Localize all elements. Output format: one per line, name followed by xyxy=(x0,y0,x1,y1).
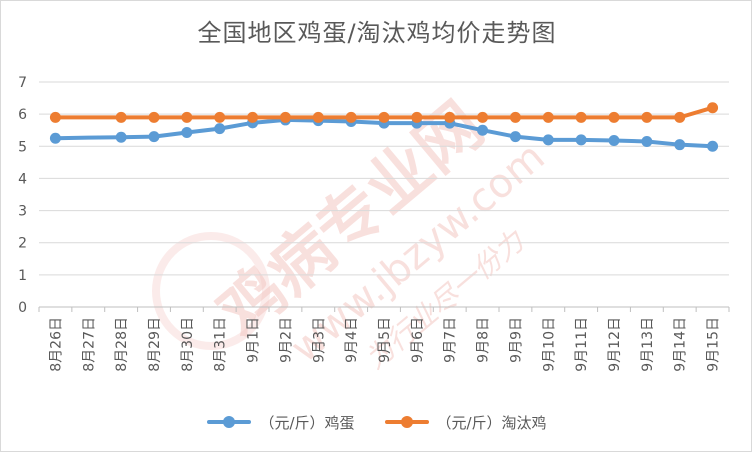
legend-item-eggs[interactable]: （元/斤）鸡蛋 xyxy=(207,412,355,433)
data-point[interactable] xyxy=(509,131,521,143)
data-point[interactable] xyxy=(214,111,226,123)
data-point[interactable] xyxy=(378,111,390,123)
x-tick-label: 8月28日 xyxy=(114,317,130,372)
data-point[interactable] xyxy=(608,111,620,123)
data-point[interactable] xyxy=(411,111,423,123)
x-tick-label: 9月3日 xyxy=(311,317,327,363)
x-tick-label: 9月1日 xyxy=(246,317,262,363)
data-point[interactable] xyxy=(542,111,554,123)
data-point[interactable] xyxy=(49,132,61,144)
data-point[interactable] xyxy=(707,140,719,152)
data-point[interactable] xyxy=(444,111,456,123)
x-axis-ticks: 8月26日 8月27日 8月28日 8月29日 8月30日 8月31日 9月1日 9月2日 9月… xyxy=(38,307,730,372)
data-point[interactable] xyxy=(148,131,160,143)
x-tick-label: 9月11日 xyxy=(574,317,590,372)
legend-label-eggs: （元/斤）鸡蛋 xyxy=(259,413,355,432)
x-tick-label: 9月12日 xyxy=(607,317,623,372)
data-point[interactable] xyxy=(181,111,193,123)
data-point[interactable] xyxy=(641,111,653,123)
y-axis-ticks: 0 1 2 3 4 5 6 7 xyxy=(18,75,27,316)
y-tick-label: 2 xyxy=(18,236,27,252)
legend-swatch-culled-hens xyxy=(384,414,429,430)
x-tick-label: 9月4日 xyxy=(344,317,360,363)
data-point[interactable] xyxy=(707,102,719,114)
x-tick-label: 8月26日 xyxy=(48,317,64,372)
x-tick-label: 8月27日 xyxy=(81,317,97,372)
x-tick-label: 9月15日 xyxy=(706,317,722,372)
x-tick-label: 9月8日 xyxy=(476,317,492,363)
data-point[interactable] xyxy=(608,135,620,146)
data-point[interactable] xyxy=(641,135,653,147)
data-point[interactable] xyxy=(115,131,127,143)
x-tick-label: 9月14日 xyxy=(673,317,689,372)
y-tick-label: 6 xyxy=(18,107,27,123)
data-point[interactable] xyxy=(214,123,226,135)
data-point[interactable] xyxy=(49,111,61,123)
legend-label-culled-hens: （元/斤）淘汰鸡 xyxy=(436,413,547,432)
x-tick-label: 9月7日 xyxy=(443,317,459,363)
x-tick-label: 8月30日 xyxy=(180,317,196,372)
x-tick-label: 9月9日 xyxy=(508,317,524,363)
legend: （元/斤）鸡蛋 （元/斤）淘汰鸡 xyxy=(1,407,751,437)
watermark-logo xyxy=(152,232,270,350)
legend-swatch-eggs xyxy=(207,414,252,430)
y-tick-label: 5 xyxy=(18,139,27,155)
data-point[interactable] xyxy=(181,126,193,138)
series-markers xyxy=(49,102,719,152)
data-point[interactable] xyxy=(148,111,160,123)
x-tick-label: 8月29日 xyxy=(147,317,163,372)
y-tick-label: 4 xyxy=(18,171,27,187)
y-tick-label: 7 xyxy=(18,75,27,91)
data-point[interactable] xyxy=(477,124,489,136)
data-point[interactable] xyxy=(542,134,554,146)
data-point[interactable] xyxy=(312,111,324,123)
x-tick-label: 9月5日 xyxy=(377,317,393,363)
y-tick-label: 1 xyxy=(18,268,27,284)
y-tick-label: 0 xyxy=(18,300,27,316)
legend-item-culled-hens[interactable]: （元/斤）淘汰鸡 xyxy=(384,412,547,433)
data-point[interactable] xyxy=(247,111,259,123)
data-point[interactable] xyxy=(279,111,291,123)
data-point[interactable] xyxy=(674,111,686,123)
x-tick-label: 9月13日 xyxy=(640,317,656,372)
data-point[interactable] xyxy=(115,111,127,123)
x-tick-label: 8月31日 xyxy=(213,317,229,372)
y-tick-label: 3 xyxy=(18,204,27,220)
chart-title: 全国地区鸡蛋/淘汰鸡均价走势图 xyxy=(197,19,557,47)
data-point[interactable] xyxy=(674,139,686,151)
x-tick-label: 9月10日 xyxy=(541,317,557,372)
data-point[interactable] xyxy=(345,111,357,123)
data-point[interactable] xyxy=(509,111,521,123)
x-tick-label: 9月2日 xyxy=(278,317,294,363)
data-point[interactable] xyxy=(575,134,587,146)
data-point[interactable] xyxy=(477,111,489,123)
x-tick-label: 9月6日 xyxy=(410,317,426,363)
data-point[interactable] xyxy=(575,111,587,123)
